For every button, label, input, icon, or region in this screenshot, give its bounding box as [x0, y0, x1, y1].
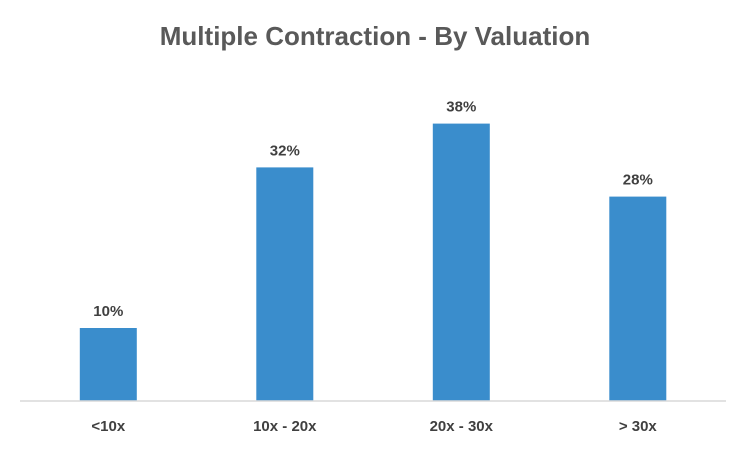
x-tick-label-2: 10x - 20x: [253, 418, 317, 435]
chart-title: Multiple Contraction - By Valuation: [160, 21, 590, 51]
bars-group: [79, 123, 667, 401]
x-tick-label-4: > 30x: [619, 418, 658, 435]
data-label-3: 38%: [446, 99, 476, 116]
data-label-1: 10%: [93, 303, 123, 320]
x-tick-labels-group: <10x 10x - 20x 20x - 30x > 30x: [91, 418, 657, 435]
bar-3: [432, 123, 490, 401]
bar-2: [256, 167, 314, 401]
data-label-4: 28%: [623, 172, 653, 189]
x-tick-label-3: 20x - 30x: [430, 418, 494, 435]
bar-4: [609, 196, 667, 401]
data-labels-group: 10% 32% 38% 28%: [93, 99, 653, 320]
data-label-2: 32%: [270, 142, 300, 159]
bar-1: [79, 328, 137, 401]
x-tick-label-1: <10x: [91, 418, 125, 435]
